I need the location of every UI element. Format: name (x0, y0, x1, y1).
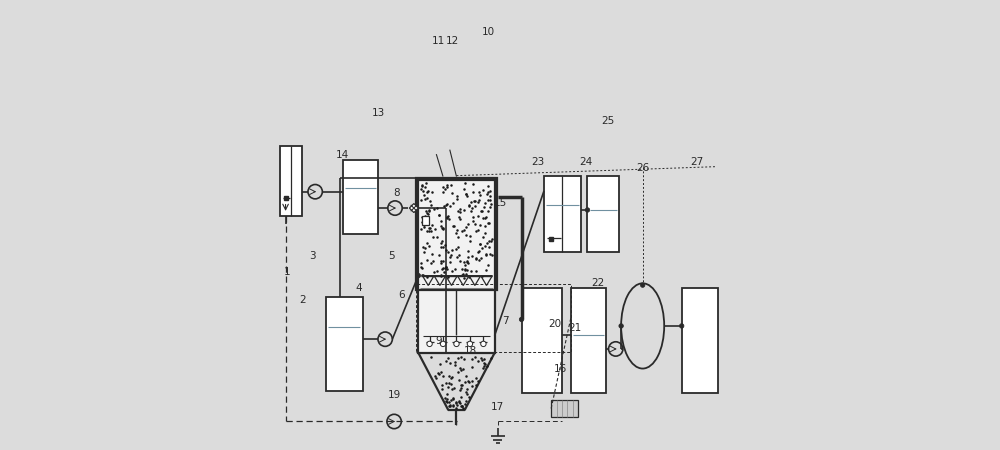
Text: 16: 16 (554, 364, 567, 374)
Text: 15: 15 (493, 198, 507, 208)
Text: 18: 18 (464, 346, 477, 356)
Bar (280, 147, 302, 216)
Text: 19: 19 (388, 391, 401, 401)
Bar (343, 160, 378, 234)
Circle shape (416, 274, 421, 278)
Circle shape (585, 208, 590, 212)
Text: 8: 8 (394, 188, 400, 198)
Text: 7: 7 (502, 316, 509, 326)
Text: 1: 1 (284, 267, 290, 277)
Text: 21: 21 (568, 323, 581, 333)
Text: 22: 22 (591, 278, 604, 288)
Text: 26: 26 (636, 162, 649, 173)
Text: 25: 25 (601, 116, 614, 126)
Text: 14: 14 (335, 150, 349, 161)
Bar (587, 176, 619, 252)
Text: 12: 12 (446, 36, 459, 46)
Bar (416, 284, 571, 352)
Text: 9: 9 (436, 336, 442, 346)
Circle shape (679, 324, 684, 328)
Bar (422, 216, 429, 225)
Bar (544, 176, 581, 252)
Circle shape (467, 341, 473, 346)
Text: 17: 17 (491, 402, 504, 412)
Bar (551, 400, 578, 417)
Text: 5: 5 (388, 251, 395, 261)
Text: 6: 6 (398, 289, 405, 300)
Circle shape (619, 324, 623, 328)
Text: 11: 11 (432, 36, 445, 46)
Text: 24: 24 (580, 157, 593, 167)
Text: 3: 3 (309, 251, 316, 261)
Circle shape (427, 341, 432, 346)
Bar (682, 288, 718, 393)
Bar (416, 178, 497, 290)
Circle shape (640, 283, 645, 288)
Bar (326, 297, 363, 391)
Polygon shape (409, 203, 418, 212)
Bar (418, 180, 495, 353)
Text: 23: 23 (532, 157, 545, 167)
Circle shape (454, 341, 459, 346)
Circle shape (440, 341, 446, 346)
Circle shape (519, 317, 524, 322)
Circle shape (481, 341, 486, 346)
Text: 20: 20 (548, 319, 561, 328)
Text: 4: 4 (355, 283, 362, 293)
Text: 10: 10 (481, 27, 494, 37)
Text: 27: 27 (690, 157, 703, 167)
Text: 13: 13 (371, 108, 385, 118)
Bar (571, 288, 606, 393)
Bar (522, 288, 562, 393)
Text: 2: 2 (299, 295, 306, 306)
